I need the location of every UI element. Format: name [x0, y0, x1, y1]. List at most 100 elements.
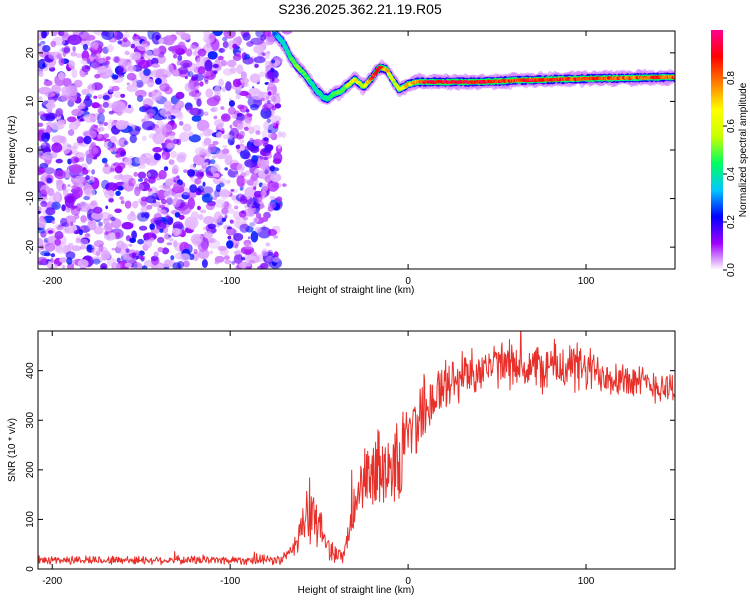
- noise-speck: [70, 156, 79, 164]
- noise-speck: [67, 116, 77, 123]
- noise-speck: [105, 205, 108, 210]
- noise-speck: [254, 63, 259, 68]
- noise-speck: [76, 207, 80, 211]
- noise-speck: [241, 257, 246, 261]
- snr-y-tick-label: 100: [25, 511, 36, 528]
- noise-speck: [239, 149, 251, 160]
- noise-speck: [233, 250, 240, 255]
- noise-speck: [106, 257, 116, 267]
- noise-speck: [254, 227, 262, 233]
- noise-speck: [130, 249, 135, 253]
- noise-speck: [104, 222, 113, 231]
- noise-speck: [197, 48, 207, 57]
- noise-speck: [90, 201, 97, 206]
- noise-speck: [215, 184, 222, 193]
- noise-speck: [82, 43, 89, 51]
- snr-background: [38, 331, 675, 569]
- noise-speck: [91, 82, 103, 91]
- noise-speck: [262, 31, 271, 37]
- noise-speck: [178, 214, 185, 220]
- noise-speck: [179, 131, 191, 142]
- noise-speck: [137, 43, 150, 51]
- noise-speck: [98, 108, 105, 114]
- noise-speck: [51, 220, 55, 225]
- snr-panel: -200 -100 0 100 0 100 200 300 400 Height of str…: [7, 330, 676, 596]
- noise-speck: [100, 250, 111, 260]
- noise-speck: [158, 38, 164, 45]
- noise-speck: [222, 145, 228, 149]
- noise-speck: [264, 51, 270, 60]
- noise-speck: [61, 86, 69, 95]
- noise-speck: [61, 222, 70, 228]
- noise-speck: [207, 51, 218, 60]
- noise-speck: [135, 89, 147, 98]
- noise-speck: [203, 111, 209, 116]
- noise-speck: [163, 211, 169, 216]
- noise-speck: [55, 108, 64, 117]
- noise-speck: [253, 190, 263, 198]
- noise-speck: [113, 262, 121, 269]
- noise-speck: [77, 201, 88, 209]
- noise-speck: [168, 238, 174, 242]
- noise-speck: [172, 69, 180, 77]
- noise-speck: [157, 247, 164, 253]
- noise-speck: [180, 33, 191, 41]
- noise-speck: [94, 73, 101, 79]
- noise-speck: [166, 197, 173, 206]
- noise-speck: [249, 221, 256, 228]
- noise-speck: [58, 57, 65, 66]
- noise-speck: [111, 85, 120, 92]
- noise-speck: [44, 78, 49, 82]
- snr-frame: [37, 330, 676, 570]
- noise-speck: [69, 145, 78, 151]
- noise-speck: [126, 82, 130, 86]
- noise-speck: [61, 264, 66, 269]
- noise-speck: [98, 121, 104, 127]
- noise-speck: [222, 41, 229, 48]
- noise-speck: [145, 195, 157, 204]
- noise-speck: [220, 188, 229, 200]
- noise-speck: [263, 137, 269, 142]
- noise-speck: [252, 197, 258, 203]
- noise-speck: [45, 207, 56, 216]
- trace-core: [283, 45, 288, 49]
- noise-speck: [264, 169, 269, 175]
- noise-speck: [68, 164, 83, 174]
- spectrogram-x-tick-label: 100: [578, 276, 595, 287]
- noise-speck: [239, 130, 245, 138]
- noise-speck: [259, 262, 269, 269]
- noise-speck: [91, 244, 97, 249]
- noise-speck: [222, 36, 228, 42]
- noise-speck: [93, 95, 98, 99]
- noise-speck: [150, 255, 160, 266]
- noise-speck: [81, 88, 90, 95]
- noise-speck: [252, 217, 260, 223]
- noise-speck: [212, 140, 219, 145]
- noise-speck: [224, 214, 228, 219]
- noise-speck: [138, 225, 148, 231]
- noise-speck: [119, 39, 131, 48]
- noise-speck: [87, 220, 97, 231]
- noise-speck: [272, 94, 281, 106]
- noise-speck: [152, 132, 165, 145]
- noise-speck: [41, 172, 48, 178]
- noise-speck: [250, 173, 258, 182]
- noise-speck: [98, 126, 105, 132]
- snr-y-ticks: 0 100 200 300 400: [25, 362, 675, 572]
- noise-speck: [170, 150, 177, 159]
- noise-speck: [175, 228, 183, 236]
- noise-speck: [157, 208, 163, 214]
- noise-speck: [261, 248, 269, 257]
- noise-speck: [67, 129, 75, 136]
- noise-speck: [97, 94, 103, 100]
- noise-speck: [189, 163, 196, 170]
- noise-speck: [267, 91, 272, 96]
- noise-speck: [277, 131, 282, 138]
- noise-speck: [227, 208, 235, 214]
- noise-speck: [182, 123, 192, 132]
- spectrogram-y-tick-label: 0: [25, 147, 36, 153]
- noise-speck: [46, 125, 52, 134]
- figure-title: S236.2025.362.21.19.R05: [278, 1, 442, 17]
- noise-speck: [129, 134, 137, 144]
- noise-speck: [161, 150, 171, 160]
